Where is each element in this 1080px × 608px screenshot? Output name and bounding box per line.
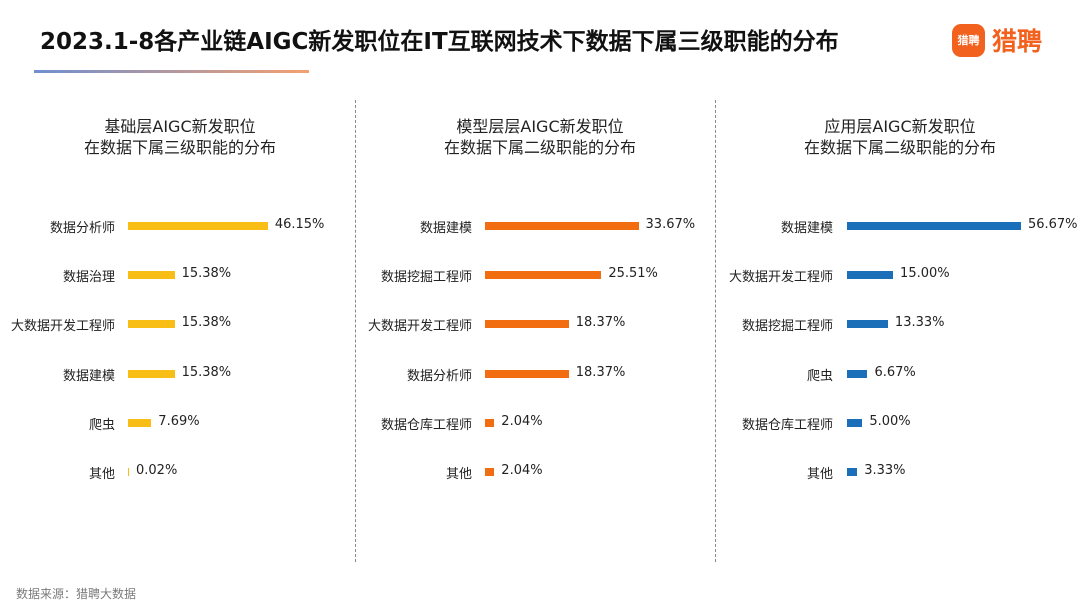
chart-title-line-2: 在数据下属二级职能的分布 [803,138,996,157]
category-label: 爬虫 [88,417,115,433]
chart-title: 模型层层AIGC新发职位 在数据下属二级职能的分布 [360,116,720,158]
bar [485,320,569,329]
category-label: 其他 [88,467,115,482]
data-label: 25.51% [608,266,658,282]
chart-application-layer: 应用层AIGC新发职位 在数据下属二级职能的分布 数据建模 56.67% 大数据开发… [720,0,1080,608]
bar [847,271,894,280]
chart-title-line-1: 应用层AIGC新发职位 [824,117,976,136]
bar [847,468,858,476]
data-label: 18.37% [575,364,626,380]
data-label: 5.00% [869,413,911,429]
category-label: 其他 [445,467,472,482]
bar [485,468,495,476]
logo-badge-icon: 猎聘 [952,23,985,57]
category-label: 数据挖掘工程师 [741,319,833,335]
category-label: 爬虫 [806,368,833,384]
chart-title-line-2: 在数据下属二级职能的分布 [443,138,636,157]
category-label: 数据分析师 [406,368,472,384]
bar [128,320,175,329]
data-label: 13.33% [894,315,945,331]
category-label: 数据仓库工程师 [380,417,472,433]
category-label: 数据建模 [419,221,472,236]
data-label: 56.67% [1027,217,1078,232]
category-label: 大数据开发工程师 [10,319,115,335]
category-label: 大数据开发工程师 [367,319,472,335]
chart-bars: 数据分析师 46.15% 数据治理 15.38% 大数据开发工程师 15.38% 数据建模 1… [0,0,360,608]
data-label: 15.38% [181,315,232,331]
bar [128,369,175,378]
chart-foundation-layer: 基础层AIGC新发职位 在数据下属三级职能的分布 数据分析师 46.15% 数据治理… [0,0,360,608]
bar [128,468,129,476]
data-label: 0.02% [136,463,178,478]
category-label: 数据分析师 [49,221,115,236]
category-label: 数据挖掘工程师 [380,270,472,286]
category-label: 数据建模 [780,221,833,236]
category-label: 数据建模 [62,368,115,384]
bar [128,271,175,280]
data-label: 46.15% [274,217,325,232]
data-label: 2.04% [501,463,543,478]
category-label: 数据仓库工程师 [741,417,833,433]
bar [847,418,863,427]
data-source-note: 数据来源：猎聘大数据 [16,587,137,601]
data-label: 15.38% [181,364,232,380]
bar [485,369,569,378]
bar [485,222,639,230]
bar [847,222,1021,230]
chart-title: 应用层AIGC新发职位 在数据下属二级职能的分布 [720,116,1080,158]
bar [485,418,495,427]
category-label: 大数据开发工程师 [728,270,833,286]
chart-title-line-1: 模型层层AIGC新发职位 [456,117,624,136]
panel-divider-2 [715,100,716,562]
chart-title: 基础层AIGC新发职位 在数据下属三级职能的分布 [0,116,360,158]
panel-divider-1 [355,100,356,562]
category-label: 其他 [806,467,833,482]
brand-logo: 猎聘 猎聘 [952,22,1042,58]
data-label: 15.38% [181,266,232,282]
title-underline [34,70,309,73]
chart-title-line-2: 在数据下属三级职能的分布 [83,138,276,157]
page-title: 2023.1-8各产业链AIGC新发职位在IT互联网技术下数据下属三级职能的分布 [40,29,839,55]
chart-bars: 数据建模 56.67% 大数据开发工程师 15.00% 数据挖掘工程师 13.33% 爬虫 6… [720,0,1080,608]
logo-text: 猎聘 [992,27,1043,56]
data-label: 2.04% [501,413,543,429]
bar [128,418,152,427]
category-label: 数据治理 [62,270,115,286]
chart-bars: 数据建模 33.67% 数据挖掘工程师 25.51% 大数据开发工程师 18.37% 数据分… [360,0,720,608]
data-label: 7.69% [158,413,200,429]
chart-title-line-1: 基础层AIGC新发职位 [104,117,256,136]
data-label: 33.67% [645,217,696,232]
bar [128,222,268,230]
data-label: 3.33% [864,463,906,478]
bar [847,320,888,329]
data-label: 15.00% [900,266,950,282]
bar [847,369,868,378]
bar [485,271,602,280]
chart-model-layer: 模型层层AIGC新发职位 在数据下属二级职能的分布 数据建模 33.67% 数据挖掘… [360,0,720,608]
data-label: 6.67% [874,364,916,380]
data-label: 18.37% [575,315,626,331]
